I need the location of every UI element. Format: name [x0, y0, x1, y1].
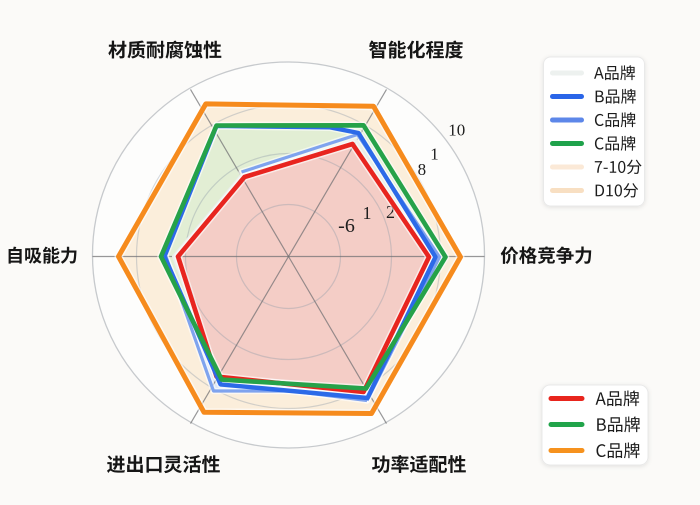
svg-text:10: 10	[448, 121, 465, 140]
svg-text:-6: -6	[338, 215, 355, 237]
svg-text:8: 8	[418, 160, 427, 179]
svg-text:2: 2	[386, 202, 395, 222]
svg-text:1: 1	[430, 145, 439, 164]
svg-text:1: 1	[363, 203, 372, 223]
